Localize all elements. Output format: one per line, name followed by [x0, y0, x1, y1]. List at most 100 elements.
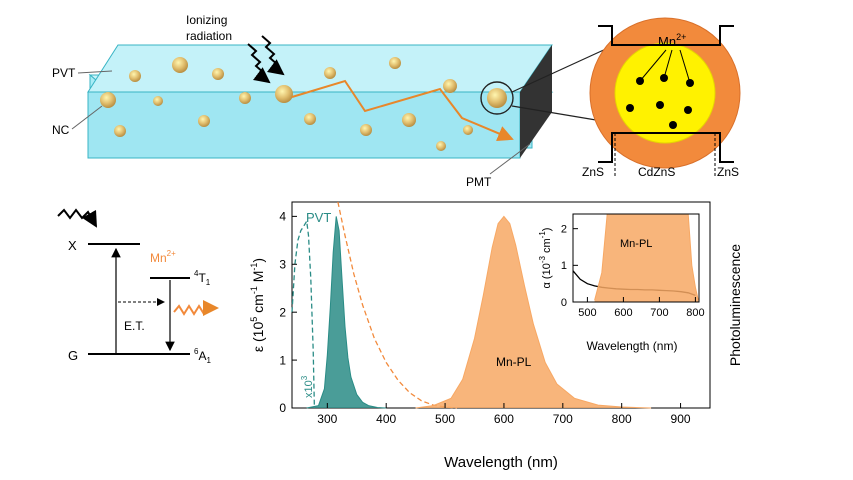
- nanocrystal: [436, 141, 446, 151]
- y-tick-label: 1: [561, 260, 567, 272]
- inset-ylabel: α (10-3 cm-1): [538, 228, 553, 289]
- series-outline: [306, 216, 387, 409]
- x-tick-label: 800: [686, 307, 704, 319]
- g-label: G: [68, 348, 78, 363]
- nanocrystal: [172, 57, 188, 73]
- series-area-pvt: [306, 216, 387, 408]
- inset-xlabel: Wavelength (nm): [587, 339, 678, 353]
- pvt-curve-label: PVT: [306, 210, 331, 225]
- series-outline: [415, 215, 652, 409]
- et-label: E.T.: [124, 319, 145, 333]
- mn-dopant: [684, 106, 692, 114]
- pvt-leader: [77, 70, 113, 74]
- nc-label: NC: [52, 123, 70, 137]
- scintillator-schematic: Ionizing radiation PVT NC PMT: [52, 13, 609, 189]
- pmt-leader: [489, 143, 531, 175]
- nanocrystal: [463, 125, 473, 135]
- x-tick-label: 300: [317, 412, 337, 426]
- nanocrystal: [129, 70, 141, 82]
- mn-dopant: [656, 101, 664, 109]
- x-tick-label: 900: [671, 412, 691, 426]
- pointer: [639, 49, 667, 82]
- x-tick-label: 600: [494, 412, 514, 426]
- nanocrystal: [402, 113, 416, 127]
- inset-plot-axes: 500 600 700 800 0 1 2: [561, 224, 705, 319]
- x-tick-label: 700: [553, 412, 573, 426]
- pointer: [679, 49, 691, 84]
- pvt-label: PVT: [52, 66, 76, 80]
- nanocrystal-zoom-ring: [480, 81, 514, 115]
- nanocrystal: [153, 96, 163, 106]
- nanocrystal: [443, 79, 457, 93]
- nanocrystal-highlighted: [487, 88, 507, 108]
- nanocrystal: [304, 113, 316, 125]
- nanocrystal: [324, 67, 336, 79]
- zoom-line: [511, 105, 609, 123]
- inset-plot: 500 600 700 800 0 1 2 Wavelength (nm) α (10-3 …: [538, 213, 705, 353]
- nanocrystal: [360, 124, 372, 136]
- cdzns-core: [614, 42, 716, 144]
- energy-level-diagram: X G Mn2+ 4T1 6A1 E.T.: [57, 208, 219, 365]
- x-label: X: [68, 238, 77, 253]
- mn-dopant: [626, 104, 634, 112]
- y-tick-label: 3: [279, 257, 286, 271]
- emission-icon: [173, 300, 219, 316]
- radiation-label-2: radiation: [186, 29, 232, 43]
- nanocrystal: [100, 92, 116, 108]
- nanocrystal: [212, 68, 224, 80]
- x-tick-label: 500: [578, 307, 596, 319]
- x-tick-label: 700: [650, 307, 668, 319]
- radiation-label-1: Ionizing: [186, 13, 227, 27]
- nanocrystal: [275, 85, 293, 103]
- nanocrystal: [239, 92, 251, 104]
- x-tick-label: 800: [612, 412, 632, 426]
- nanocrystals: [100, 57, 514, 151]
- a1-label: 6A1: [194, 347, 211, 365]
- series-line-curve-1: [291, 219, 316, 409]
- zns-right-label: ZnS: [717, 165, 739, 179]
- y-tick-label: 0: [561, 297, 567, 309]
- main-xlabel: Wavelength (nm): [444, 454, 558, 471]
- x-tick-label: 500: [435, 412, 455, 426]
- mn-level-label: Mn2+: [150, 249, 176, 265]
- x-tick-label: 600: [614, 307, 632, 319]
- y-tick-label: 1: [279, 353, 286, 367]
- band-bottom: [598, 132, 734, 163]
- zns-left-label: ZnS: [582, 165, 604, 179]
- pmt-label: PMT: [466, 175, 492, 189]
- t1-label: 4T1: [194, 269, 211, 287]
- excitation-icon: [57, 208, 97, 228]
- slab-upper: [87, 44, 553, 93]
- zoom-line: [511, 47, 609, 93]
- x1000-label: x103: [300, 375, 315, 398]
- series-area-mn-pl: [415, 216, 652, 408]
- x-tick-label: 400: [376, 412, 396, 426]
- cdzns-label: CdZnS: [638, 165, 675, 179]
- nanocrystal-structure: Mn2+ ZnS CdZnS ZnS: [582, 17, 741, 179]
- nanocrystal: [389, 57, 401, 69]
- mnpl-curve-label: Mn-PL: [496, 355, 532, 369]
- main-ylabel: ε (105 cm-1 M-1): [249, 258, 266, 352]
- series-area-mn-pl: [594, 214, 699, 302]
- band-top: [598, 25, 734, 46]
- main-plot: 300 400 500 600 700 800 900 0 1 2 3 4 Wavelength (n…: [249, 201, 743, 471]
- inset-mnpl-label: Mn-PL: [620, 238, 652, 250]
- pointer: [663, 49, 673, 79]
- nanocrystal: [198, 115, 210, 127]
- y-tick-label: 2: [561, 224, 567, 236]
- photoluminescence-label: Photoluminescence: [727, 244, 743, 366]
- nc-leader: [71, 105, 103, 130]
- y-tick-label: 4: [279, 210, 286, 224]
- mn-dopant: [669, 121, 677, 129]
- radiation-icon: [247, 43, 271, 84]
- radiation-icon: [261, 35, 285, 76]
- main-plot-axes: 300 400 500 600 700 800 900 0 1 2 3 4: [279, 210, 691, 426]
- photon-path: [291, 79, 514, 141]
- y-tick-label: 0: [279, 401, 286, 415]
- series-line-curve-2: [337, 201, 457, 409]
- y-tick-label: 2: [279, 305, 286, 319]
- nanocrystal: [114, 125, 126, 137]
- mn-label: Mn2+: [658, 32, 686, 49]
- pmt-face: [520, 45, 552, 158]
